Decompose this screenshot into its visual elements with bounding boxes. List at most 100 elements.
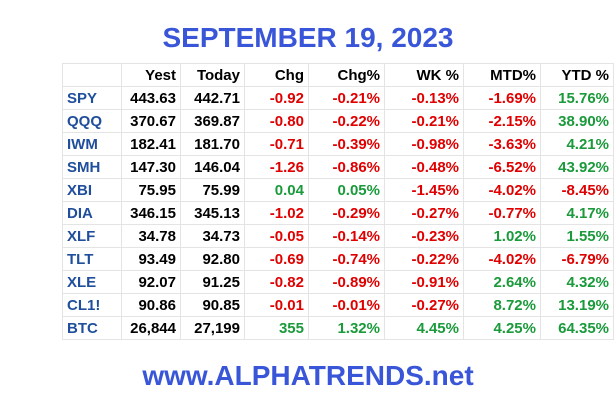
value-cell: -1.26 [244, 155, 309, 179]
table-row: XLF 34.78 34.73 -0.05 -0.14% -0.23% 1.02% 1.55% [62, 224, 614, 248]
ticker-cell: IWM [62, 132, 122, 156]
ticker-cell: DIA [62, 201, 122, 225]
value-cell: -4.02% [463, 247, 541, 271]
title: SEPTEMBER 19, 2023 [162, 22, 454, 53]
ticker-cell: CL1! [62, 293, 122, 317]
value-cell: -1.45% [384, 178, 464, 202]
value-cell: -0.71 [244, 132, 309, 156]
value-cell: 75.95 [121, 178, 181, 202]
value-cell: 64.35% [540, 316, 614, 340]
value-cell: -2.15% [463, 109, 541, 133]
value-cell: 92.80 [180, 247, 245, 271]
table-row: DIA 346.15 345.13 -1.02 -0.29% -0.27% -0.77% 4.… [62, 201, 614, 225]
value-cell: -0.82 [244, 270, 309, 294]
value-cell: 1.32% [308, 316, 385, 340]
value-cell: -0.27% [384, 201, 464, 225]
value-cell: -0.22% [308, 109, 385, 133]
ticker-cell: QQQ [62, 109, 122, 133]
value-cell: -0.92 [244, 86, 309, 110]
value-cell: 34.73 [180, 224, 245, 248]
value-cell: 34.78 [121, 224, 181, 248]
value-cell: 4.17% [540, 201, 614, 225]
value-cell: 8.72% [463, 293, 541, 317]
value-cell: 345.13 [180, 201, 245, 225]
value-cell: 355 [244, 316, 309, 340]
value-cell: 38.90% [540, 109, 614, 133]
value-cell: 147.30 [121, 155, 181, 179]
value-cell: 182.41 [121, 132, 181, 156]
value-cell: 4.32% [540, 270, 614, 294]
value-cell: 27,199 [180, 316, 245, 340]
value-cell: -0.69 [244, 247, 309, 271]
corner-cell [62, 63, 122, 87]
value-cell: 26,844 [121, 316, 181, 340]
value-cell: -0.22% [384, 247, 464, 271]
value-cell: -4.02% [463, 178, 541, 202]
value-cell: -6.52% [463, 155, 541, 179]
value-cell: -0.01 [244, 293, 309, 317]
value-cell: 370.67 [121, 109, 181, 133]
value-cell: -0.21% [308, 86, 385, 110]
table-row: XLE 92.07 91.25 -0.82 -0.89% -0.91% 2.64% 4.32% [62, 270, 614, 294]
ticker-cell: XLF [62, 224, 122, 248]
value-cell: -0.21% [384, 109, 464, 133]
value-cell: -1.02 [244, 201, 309, 225]
value-cell: -0.13% [384, 86, 464, 110]
value-cell: -0.27% [384, 293, 464, 317]
table-row: TLT 93.49 92.80 -0.69 -0.74% -0.22% -4.02% -6.7… [62, 247, 614, 271]
value-cell: -0.74% [308, 247, 385, 271]
value-cell: -0.29% [308, 201, 385, 225]
value-cell: 4.21% [540, 132, 614, 156]
value-cell: -0.14% [308, 224, 385, 248]
value-cell: -1.69% [463, 86, 541, 110]
value-cell: -8.45% [540, 178, 614, 202]
value-cell: 146.04 [180, 155, 245, 179]
table-row: CL1! 90.86 90.85 -0.01 -0.01% -0.27% 8.72% 13.1… [62, 293, 614, 317]
column-header: Chg [244, 63, 309, 87]
value-cell: 15.76% [540, 86, 614, 110]
table-row: SMH 147.30 146.04 -1.26 -0.86% -0.48% -6.52% 43… [62, 155, 614, 179]
column-header: Chg% [308, 63, 385, 87]
value-cell: 91.25 [180, 270, 245, 294]
value-cell: 442.71 [180, 86, 245, 110]
ticker-cell: TLT [62, 247, 122, 271]
value-cell: 43.92% [540, 155, 614, 179]
value-cell: -0.86% [308, 155, 385, 179]
column-header: MTD% [463, 63, 541, 87]
ticker-cell: SPY [62, 86, 122, 110]
value-cell: 4.25% [463, 316, 541, 340]
value-cell: -0.48% [384, 155, 464, 179]
value-cell: -0.39% [308, 132, 385, 156]
value-cell: -0.01% [308, 293, 385, 317]
column-header: YTD % [540, 63, 614, 87]
value-cell: 346.15 [121, 201, 181, 225]
value-cell: 90.86 [121, 293, 181, 317]
value-cell: 13.19% [540, 293, 614, 317]
value-cell: 369.87 [180, 109, 245, 133]
value-cell: 90.85 [180, 293, 245, 317]
value-cell: -0.23% [384, 224, 464, 248]
footer: www.ALPHATRENDS.net [142, 360, 474, 391]
table-body: SPY 443.63 442.71 -0.92 -0.21% -0.13% -1.69% 15… [62, 86, 614, 340]
value-cell: 1.02% [463, 224, 541, 248]
table-row: BTC 26,844 27,199 355 1.32% 4.45% 4.25% 64.35% [62, 316, 614, 340]
table-row: SPY 443.63 442.71 -0.92 -0.21% -0.13% -1.69% 15… [62, 86, 614, 110]
value-cell: -0.98% [384, 132, 464, 156]
value-cell: 92.07 [121, 270, 181, 294]
value-cell: -0.80 [244, 109, 309, 133]
value-cell: 2.64% [463, 270, 541, 294]
value-cell: 181.70 [180, 132, 245, 156]
ticker-cell: XBI [62, 178, 122, 202]
value-cell: -6.79% [540, 247, 614, 271]
value-cell: 93.49 [121, 247, 181, 271]
table-row: QQQ 370.67 369.87 -0.80 -0.22% -0.21% -2.15% 38… [62, 109, 614, 133]
value-cell: -0.91% [384, 270, 464, 294]
value-cell: -3.63% [463, 132, 541, 156]
value-cell: -0.77% [463, 201, 541, 225]
market-table: Yest Today Chg Chg% WK % MTD% YTD % SPY 443.63 4… [62, 63, 614, 340]
column-header: WK % [384, 63, 464, 87]
ticker-cell: XLE [62, 270, 122, 294]
value-cell: 1.55% [540, 224, 614, 248]
value-cell: 0.05% [308, 178, 385, 202]
